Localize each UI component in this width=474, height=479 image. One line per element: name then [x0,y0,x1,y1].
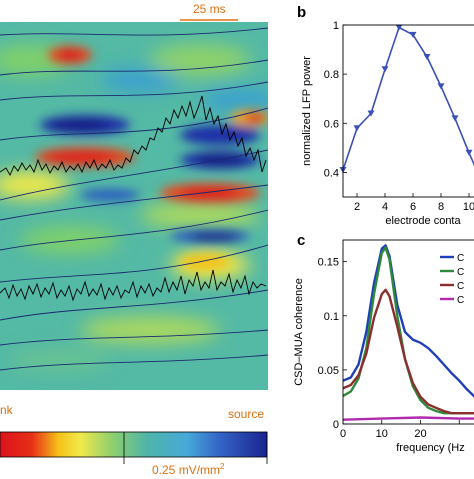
series-line-2 [343,246,474,415]
y-tick-label: 0.8 [324,69,339,81]
mua-trace-upper [0,95,267,176]
y-tick-label: 0.05 [318,365,339,377]
data-point-marker [409,31,417,38]
panel-b-letter: b [297,4,307,21]
series-line-1 [343,26,474,171]
mua-trace-lower [0,269,267,302]
y-tick-label: 0.1 [324,311,339,323]
data-point-marker [395,24,403,31]
source-label: source [228,407,264,421]
x-tick-label: 20 [414,428,426,440]
y-tick-label: 0.4 [324,167,339,179]
x-tick-label: 4 [382,201,388,213]
x-axis-label: electrode conta [385,215,461,225]
plot-frame [342,24,474,198]
x-axis-label: frequency (Hz [396,442,464,454]
x-tick-label: 8 [438,201,444,213]
legend-label: C [457,295,464,306]
x-tick-label: 2 [354,201,360,213]
panel-a: 25 ms [0,2,268,477]
data-point-marker [381,66,389,73]
scale-bar-label: 25 ms [193,2,226,16]
chart-b: 2 4 6 8 10 0.4 0.6 0.8 1 electrode conta normalize… [301,20,474,225]
data-point-marker [465,149,473,156]
x-tick-label: 6 [410,201,416,213]
series-line-1 [343,244,474,398]
series-line-3 [343,288,474,415]
legend-label: C [457,281,464,292]
y-axis-label: CSD–MUA coherence [293,278,305,386]
y-tick-label: 1 [333,20,339,32]
panel-c-letter: c [297,232,306,249]
y-axis-label: normalized LFP power [301,56,313,166]
y-tick-label: 0.6 [324,118,339,130]
colorbar [0,431,268,458]
data-point-marker [437,83,445,90]
heatmap-blobs [0,44,268,370]
csd-heatmap-svg: 25 ms [0,2,268,477]
legend-label: C [457,267,464,278]
plot-frame [342,239,474,425]
legend-label: C [457,253,464,264]
sink-label: nk [0,403,14,417]
data-point-marker [367,110,375,117]
data-point-marker [423,53,431,60]
x-tick-label: 10 [463,201,474,213]
y-tick-label: 0.15 [318,257,339,269]
chart-c: 0 10 20 0 0.05 0.1 0.15 frequency (Hz CSD–MUA co… [293,239,474,454]
colorbar-label: 0.25 mV/mm2 [152,462,225,474]
series-line-4 [343,416,474,421]
x-tick-label: 10 [376,428,388,440]
data-point-marker [451,115,459,122]
data-point-marker [353,125,361,132]
heatmap-area [0,22,268,390]
x-tick-label: 0 [340,428,346,440]
contour-lines [0,27,268,371]
y-tick-label: 0 [333,419,339,431]
